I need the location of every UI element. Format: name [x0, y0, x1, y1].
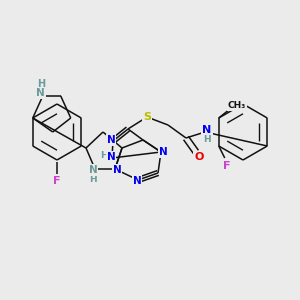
Text: F: F: [53, 176, 61, 186]
Text: H: H: [89, 175, 97, 184]
Text: H: H: [100, 152, 108, 160]
Text: N: N: [112, 165, 122, 175]
Text: S: S: [143, 112, 151, 122]
Text: N: N: [36, 88, 45, 98]
Text: N: N: [159, 147, 167, 157]
Text: H: H: [203, 134, 211, 143]
Text: N: N: [106, 152, 116, 162]
Text: H: H: [37, 79, 45, 89]
Text: F: F: [223, 161, 230, 171]
Text: N: N: [106, 135, 116, 145]
Text: N: N: [88, 165, 98, 175]
Text: N: N: [202, 125, 211, 135]
Text: O: O: [194, 152, 204, 162]
Text: CH₃: CH₃: [228, 101, 246, 110]
Text: N: N: [133, 176, 141, 186]
